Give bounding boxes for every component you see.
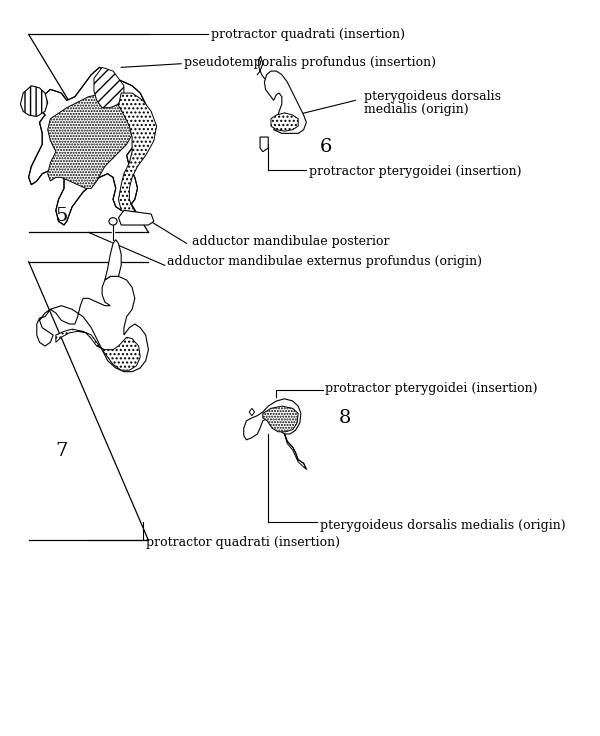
Text: 7: 7 — [56, 442, 68, 460]
Text: protractor pterygoidei (insertion): protractor pterygoidei (insertion) — [325, 382, 538, 395]
Text: pterygoideus dorsalis: pterygoideus dorsalis — [364, 91, 500, 103]
Polygon shape — [20, 85, 47, 116]
Polygon shape — [105, 240, 121, 280]
Text: 8: 8 — [339, 409, 352, 427]
Text: medialis (origin): medialis (origin) — [364, 103, 468, 116]
Polygon shape — [284, 434, 307, 469]
Text: 5: 5 — [56, 208, 68, 225]
Text: adductor mandibulae externus profundus (origin): adductor mandibulae externus profundus (… — [167, 255, 482, 268]
Text: protractor quadrati (insertion): protractor quadrati (insertion) — [211, 28, 405, 41]
Polygon shape — [37, 276, 148, 372]
Polygon shape — [244, 399, 301, 440]
Polygon shape — [118, 210, 154, 225]
Polygon shape — [29, 68, 148, 225]
Polygon shape — [94, 68, 124, 107]
Text: pseudotemporalis profundus (insertion): pseudotemporalis profundus (insertion) — [184, 56, 436, 68]
Polygon shape — [249, 408, 254, 416]
Text: pterygoideus dorsalis medialis (origin): pterygoideus dorsalis medialis (origin) — [320, 519, 566, 532]
Polygon shape — [263, 406, 298, 432]
Polygon shape — [260, 137, 268, 152]
Polygon shape — [56, 329, 140, 370]
Polygon shape — [265, 71, 307, 133]
Polygon shape — [118, 93, 157, 214]
Text: protractor pterygoidei (insertion): protractor pterygoidei (insertion) — [309, 165, 521, 178]
Text: adductor mandibulae posterior: adductor mandibulae posterior — [192, 236, 389, 248]
Text: protractor quadrati (insertion): protractor quadrati (insertion) — [146, 536, 340, 549]
Polygon shape — [47, 93, 135, 188]
Polygon shape — [271, 113, 298, 131]
Ellipse shape — [109, 218, 117, 225]
Text: 6: 6 — [320, 138, 332, 156]
